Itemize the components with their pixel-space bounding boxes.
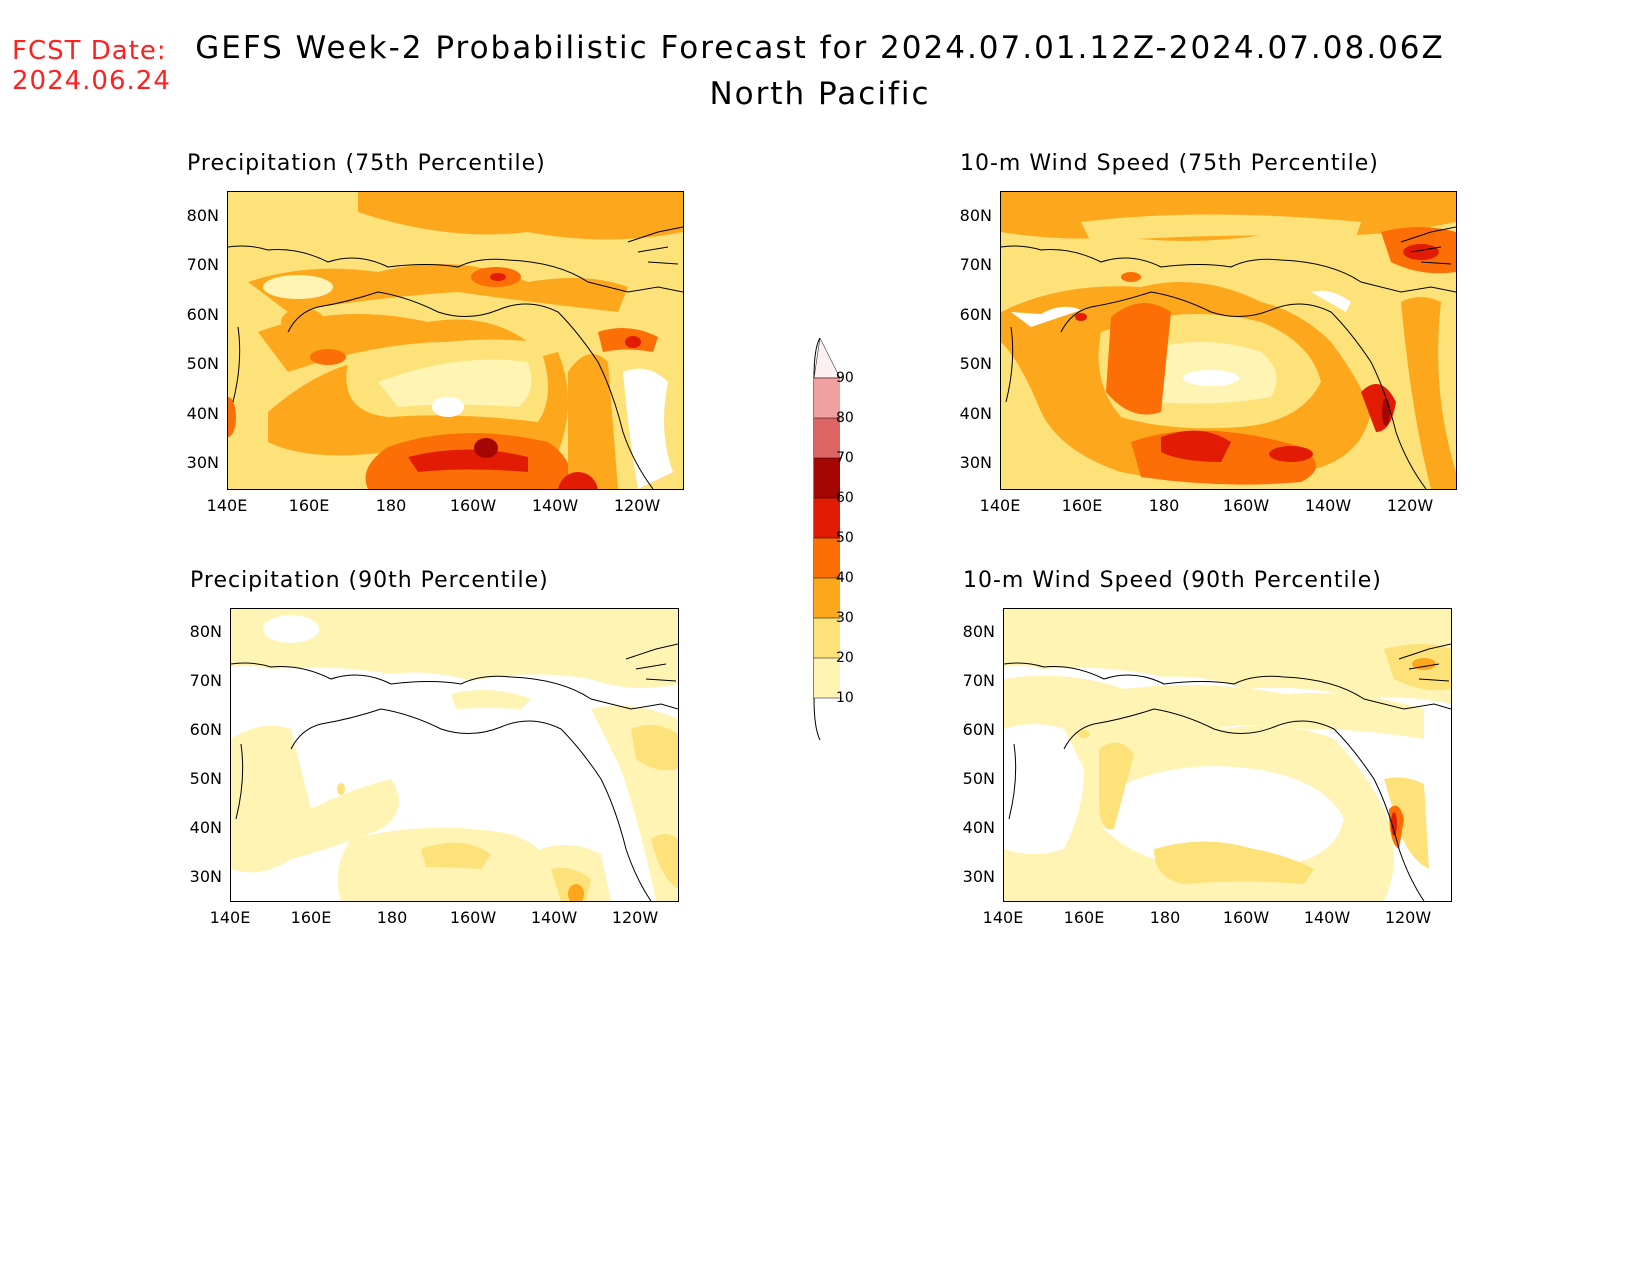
lon-label: 160E <box>288 496 330 515</box>
colorbar-swatch <box>814 418 840 458</box>
lon-label: 180 <box>1149 908 1181 927</box>
lon-label: 180 <box>375 496 407 515</box>
lon-label: 120W <box>613 496 661 515</box>
lon-label: 160W <box>449 496 497 515</box>
lat-label: 70N <box>186 255 219 274</box>
lat-label: 70N <box>959 255 992 274</box>
lat-label: 80N <box>186 206 219 225</box>
lat-label: 30N <box>189 867 222 886</box>
lon-label: 140E <box>979 496 1021 515</box>
lat-label: 50N <box>189 769 222 788</box>
lat-label: 60N <box>962 720 995 739</box>
lon-label: 120W <box>611 908 659 927</box>
lon-label: 140E <box>209 908 251 927</box>
map-precip-75 <box>227 191 684 490</box>
colorbar-swatch <box>814 498 840 538</box>
panel-title: 10-m Wind Speed (75th Percentile) <box>960 151 1379 176</box>
lat-label: 50N <box>959 354 992 373</box>
lat-label: 60N <box>186 305 219 324</box>
lat-label: 80N <box>189 622 222 641</box>
colorbar-label: 40 <box>836 570 854 586</box>
map-canvas <box>1001 192 1456 489</box>
map-canvas <box>1004 609 1451 901</box>
lat-label: 80N <box>962 622 995 641</box>
lat-label: 40N <box>962 818 995 837</box>
colorbar-label: 20 <box>836 650 854 666</box>
lon-label: 160E <box>290 908 332 927</box>
colorbar-label: 60 <box>836 490 854 506</box>
panel-title: 10-m Wind Speed (90th Percentile) <box>963 568 1382 593</box>
lon-label: 140E <box>206 496 248 515</box>
colorbar-swatch <box>814 578 840 618</box>
forecast-date-label: FCST Date: <box>12 36 167 66</box>
colorbar-label: 10 <box>836 690 854 706</box>
lat-label: 60N <box>189 720 222 739</box>
colorbar-swatch <box>814 538 840 578</box>
colorbar-swatch <box>814 458 840 498</box>
lat-label: 50N <box>186 354 219 373</box>
lon-label: 180 <box>1148 496 1180 515</box>
colorbar-label: 90 <box>836 370 854 386</box>
lon-label: 140W <box>530 908 578 927</box>
lat-label: 80N <box>959 206 992 225</box>
lat-label: 50N <box>962 769 995 788</box>
lon-label: 140W <box>1304 496 1352 515</box>
page-title: GEFS Week-2 Probabilistic Forecast for 2… <box>195 30 1445 66</box>
lon-label: 120W <box>1384 908 1432 927</box>
map-precip-90 <box>230 608 679 902</box>
panel-title: Precipitation (75th Percentile) <box>187 151 546 176</box>
lon-label: 180 <box>376 908 408 927</box>
lat-label: 60N <box>959 305 992 324</box>
lon-label: 140W <box>531 496 579 515</box>
colorbar <box>813 338 842 740</box>
lat-label: 70N <box>189 671 222 690</box>
map-canvas <box>228 192 683 489</box>
lon-label: 160E <box>1063 908 1105 927</box>
lat-label: 30N <box>959 453 992 472</box>
colorbar-label: 80 <box>836 410 854 426</box>
colorbar-label: 70 <box>836 450 854 466</box>
lat-label: 30N <box>186 453 219 472</box>
lon-label: 160W <box>1222 908 1270 927</box>
map-canvas <box>231 609 678 901</box>
lon-label: 140E <box>982 908 1024 927</box>
lat-label: 40N <box>959 404 992 423</box>
forecast-date-value: 2024.06.24 <box>12 66 171 96</box>
colorbar-label: 30 <box>836 610 854 626</box>
colorbar-label: 50 <box>836 530 854 546</box>
lon-label: 160W <box>449 908 497 927</box>
panel-title: Precipitation (90th Percentile) <box>190 568 549 593</box>
lon-label: 120W <box>1386 496 1434 515</box>
map-wind-90 <box>1003 608 1452 902</box>
colorbar-swatch <box>814 618 840 658</box>
lat-label: 30N <box>962 867 995 886</box>
colorbar-swatch <box>814 658 840 698</box>
lon-label: 140W <box>1303 908 1351 927</box>
region-subtitle: North Pacific <box>709 76 931 112</box>
lat-label: 40N <box>186 404 219 423</box>
lon-label: 160W <box>1222 496 1270 515</box>
lon-label: 160E <box>1061 496 1103 515</box>
forecast-date-block: FCST Date: 2024.06.24 <box>12 36 171 96</box>
lat-label: 70N <box>962 671 995 690</box>
lat-label: 40N <box>189 818 222 837</box>
map-wind-75 <box>1000 191 1457 490</box>
colorbar-swatch <box>814 378 840 418</box>
